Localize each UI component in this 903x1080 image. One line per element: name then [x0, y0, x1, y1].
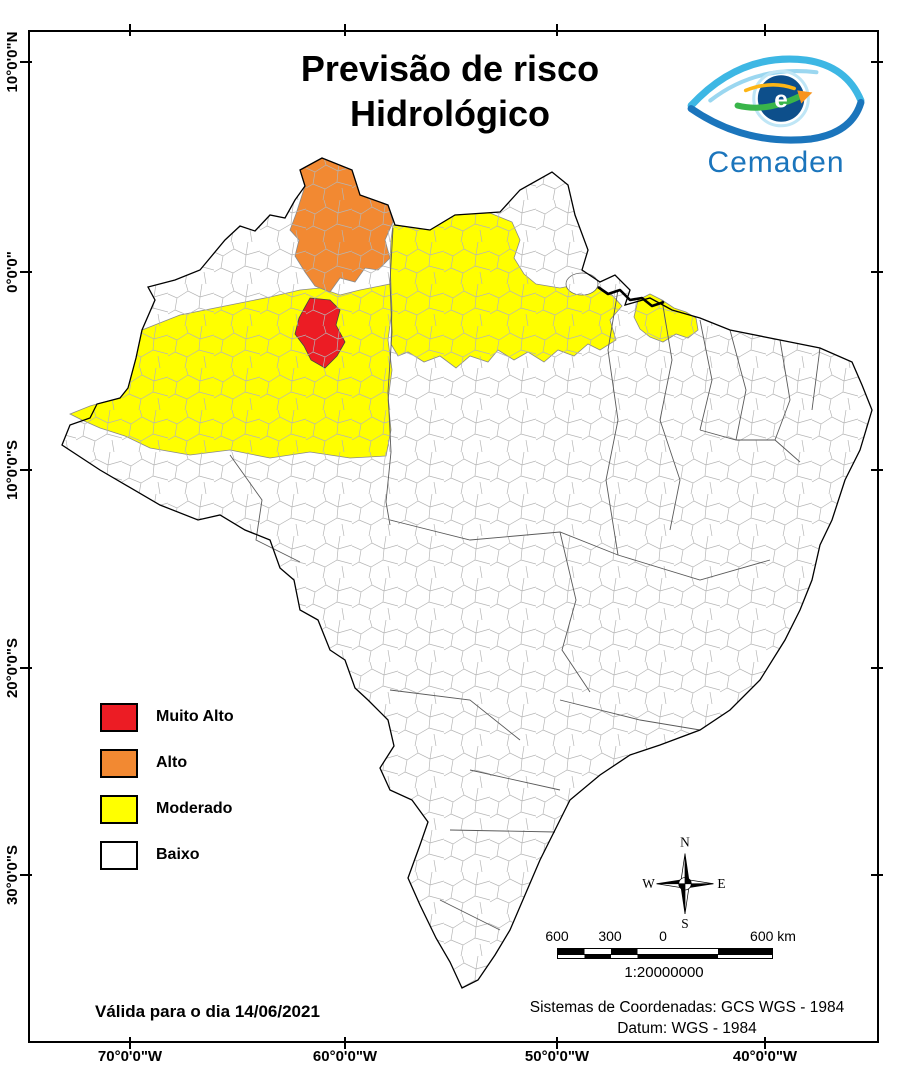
- lat-tick: [871, 667, 883, 669]
- legend-row-muito-alto: Muito Alto: [100, 702, 234, 732]
- legend-row-moderado: Moderado: [100, 794, 234, 824]
- lon-tick: [344, 24, 346, 36]
- coordinate-system-line-1: Sistemas de Coordenadas: GCS WGS - 1984: [529, 999, 845, 1016]
- cemaden-logo: e Cemaden: [678, 50, 874, 190]
- title-line-2: Hidrológico: [350, 93, 550, 134]
- lon-label-70w: 70°0'0"W: [97, 1048, 163, 1065]
- scale-bar-row-1: [558, 949, 772, 954]
- legend-swatch-moderado: [100, 794, 138, 824]
- legend-label-moderado: Moderado: [156, 800, 233, 817]
- lon-tick: [556, 1037, 558, 1049]
- scale-label-600-km: 600 km: [750, 928, 796, 944]
- scale-label-600-left: 600: [545, 928, 569, 944]
- lat-tick: [20, 271, 32, 273]
- legend-row-baixo: Baixo: [100, 840, 234, 870]
- validity-date-text: Válida para o dia 14/06/2021: [95, 1002, 320, 1021]
- title-line-1: Previsão de risco: [300, 48, 600, 89]
- lat-tick: [20, 667, 32, 669]
- lon-label-50w: 50°0'0"W: [524, 1048, 590, 1065]
- scale-label-300: 300: [598, 928, 622, 944]
- lat-tick: [871, 61, 883, 63]
- lon-tick: [764, 1037, 766, 1049]
- lon-tick: [556, 24, 558, 36]
- compass-north-label: N: [680, 834, 690, 849]
- scale-ratio: 1:20000000: [624, 964, 704, 981]
- legend-label-alto: Alto: [156, 754, 188, 771]
- lon-tick: [764, 24, 766, 36]
- svg-text:e: e: [774, 87, 788, 114]
- legend-label-muito-alto: Muito Alto: [156, 708, 234, 725]
- legend-swatch-baixo: [100, 840, 138, 870]
- brazil-country-outline: [61, 157, 873, 989]
- scale-bar-row-2: [558, 953, 772, 958]
- lat-tick: [20, 874, 32, 876]
- lat-tick: [871, 874, 883, 876]
- lon-label-40w: 40°0'0"W: [732, 1048, 798, 1065]
- scale-bar-graphic: [557, 948, 773, 959]
- scale-bar: 600 300 0 600 km 1:20000000: [545, 928, 825, 981]
- cemaden-eye-icon: e: [687, 55, 865, 144]
- lon-tick: [344, 1037, 346, 1049]
- risk-legend: Muito Alto Alto Moderado Baixo: [100, 702, 234, 886]
- compass-east-label: E: [717, 876, 725, 891]
- lon-label-60w: 60°0'0"W: [312, 1048, 378, 1065]
- legend-row-alto: Alto: [100, 748, 234, 778]
- lon-tick: [129, 1037, 131, 1049]
- lat-tick: [20, 61, 32, 63]
- lat-tick: [871, 271, 883, 273]
- compass-west-label: W: [642, 876, 655, 891]
- coordinate-system-text: Sistemas de Coordenadas: GCS WGS - 1984 …: [498, 998, 876, 1040]
- state-boundaries: [229, 227, 821, 931]
- coordinate-system-line-2: Datum: WGS - 1984: [617, 1019, 757, 1037]
- legend-label-baixo: Baixo: [156, 846, 200, 863]
- brazil-risk-map: [61, 157, 873, 989]
- cemaden-wordmark: Cemaden: [707, 146, 845, 179]
- north-coast-detail: [597, 285, 665, 308]
- lat-tick: [871, 469, 883, 471]
- page-title: Previsão de risco Hidrológico: [180, 46, 720, 136]
- municipal-boundaries-mesh: [62, 158, 872, 988]
- legend-swatch-muito-alto: [100, 702, 138, 732]
- lon-tick: [129, 24, 131, 36]
- lat-tick: [20, 469, 32, 471]
- compass-south-label: S: [681, 916, 688, 930]
- legend-swatch-alto: [100, 748, 138, 778]
- compass-rose: N S E W: [642, 834, 725, 930]
- scale-label-0: 0: [659, 928, 667, 944]
